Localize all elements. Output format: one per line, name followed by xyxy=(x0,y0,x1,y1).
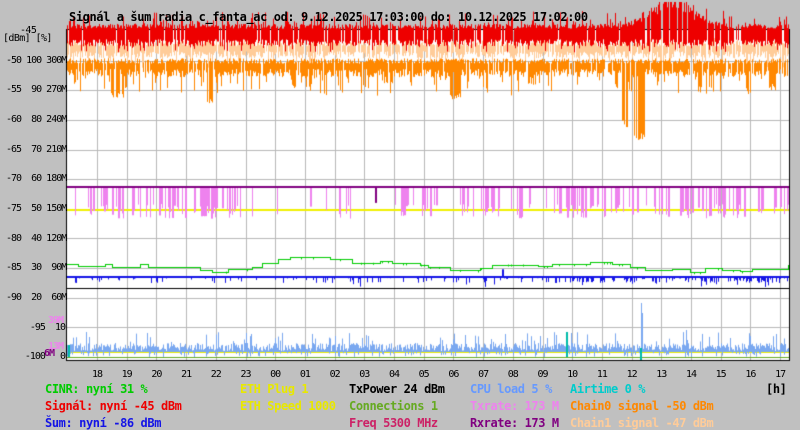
y-tick-label: -80 40 120M xyxy=(1,232,67,244)
legend-item: ETH Plug 1 xyxy=(240,382,309,396)
legend-item: Airtime 0 % xyxy=(570,382,646,396)
x-tick-label: 09 xyxy=(537,369,548,380)
x-tick-label: 19 xyxy=(121,369,133,380)
rate-peak-label: 39M xyxy=(48,315,64,326)
legend-item: Rxrate: 173 M xyxy=(470,416,559,430)
legend-item: Signál: nyní -45 dBm xyxy=(45,399,182,413)
y-tick-label: -95 10 xyxy=(24,321,66,333)
chart-title: Signál a šum radia c_fanta_ac od: 9.12.2… xyxy=(69,10,588,24)
x-tick-label: 08 xyxy=(507,369,519,380)
y-tick-label: -85 30 90M xyxy=(1,262,67,274)
x-tick-label: 12 xyxy=(626,369,638,380)
x-tick-label: 15 xyxy=(715,369,727,380)
x-tick-label: 06 xyxy=(448,369,459,380)
x-tick-label: 22 xyxy=(210,369,222,380)
legend-item: Txrate: 173 M xyxy=(470,399,559,413)
y-tick-label: -50 100 300M xyxy=(1,54,67,66)
x-tick-label: 20 xyxy=(151,369,162,380)
legend-item: CINR: nyní 31 % xyxy=(45,382,148,396)
y-tick-label: -75 50 150M xyxy=(1,203,67,214)
x-tick-label: 14 xyxy=(685,369,697,380)
x-tick-label: 13 xyxy=(656,369,667,380)
x-tick-label: 23 xyxy=(240,369,251,380)
y-tick-label: -90 20 60M xyxy=(1,291,67,303)
x-tick-label: 01 xyxy=(299,369,311,380)
x-tick-label: 02 xyxy=(329,369,341,380)
legend-item: Chain1 signal -47 dBm xyxy=(570,416,714,430)
x-tick-label: 11 xyxy=(596,369,608,380)
x-axis-unit-label: [h] xyxy=(766,382,787,396)
rate-peak-label: 6M xyxy=(44,348,55,359)
legend-item: Chain0 signal -50 dBm xyxy=(570,399,714,413)
x-tick-label: 10 xyxy=(567,369,578,380)
x-tick-label: 21 xyxy=(181,369,192,380)
legend-item: CPU load 5 % xyxy=(470,382,552,396)
legend-item: TxPower 24 dBm xyxy=(349,382,445,396)
y-tick-label: -100 0 xyxy=(24,351,66,362)
x-tick-label: 00 xyxy=(270,369,281,380)
x-tick-label: 18 xyxy=(91,369,103,380)
y-tick-label: -65 70 210M xyxy=(1,143,67,155)
y-axis-top-tick: -45 xyxy=(20,25,37,36)
y-tick-label: -70 60 180M xyxy=(1,173,67,185)
x-tick-label: 07 xyxy=(478,369,489,380)
legend-item: Freq 5300 MHz xyxy=(349,416,438,430)
legend-item: Connections 1 xyxy=(349,399,438,413)
legend-item: Šum: nyní -86 dBm xyxy=(45,416,162,430)
x-tick-label: 05 xyxy=(418,369,430,380)
x-tick-label: 16 xyxy=(745,369,756,380)
rate-peak-label: 13M xyxy=(48,341,64,352)
y-tick-label: -55 90 270M xyxy=(1,84,67,96)
y-tick-label: -60 80 240M xyxy=(1,114,67,125)
x-tick-label: 17 xyxy=(775,369,786,380)
x-tick-label: 03 xyxy=(359,369,370,380)
x-tick-label: 04 xyxy=(388,369,400,380)
y-axis-unit-header: [dBm] [%] xyxy=(3,33,52,44)
legend-item: ETH Speed 1000 xyxy=(240,399,336,413)
